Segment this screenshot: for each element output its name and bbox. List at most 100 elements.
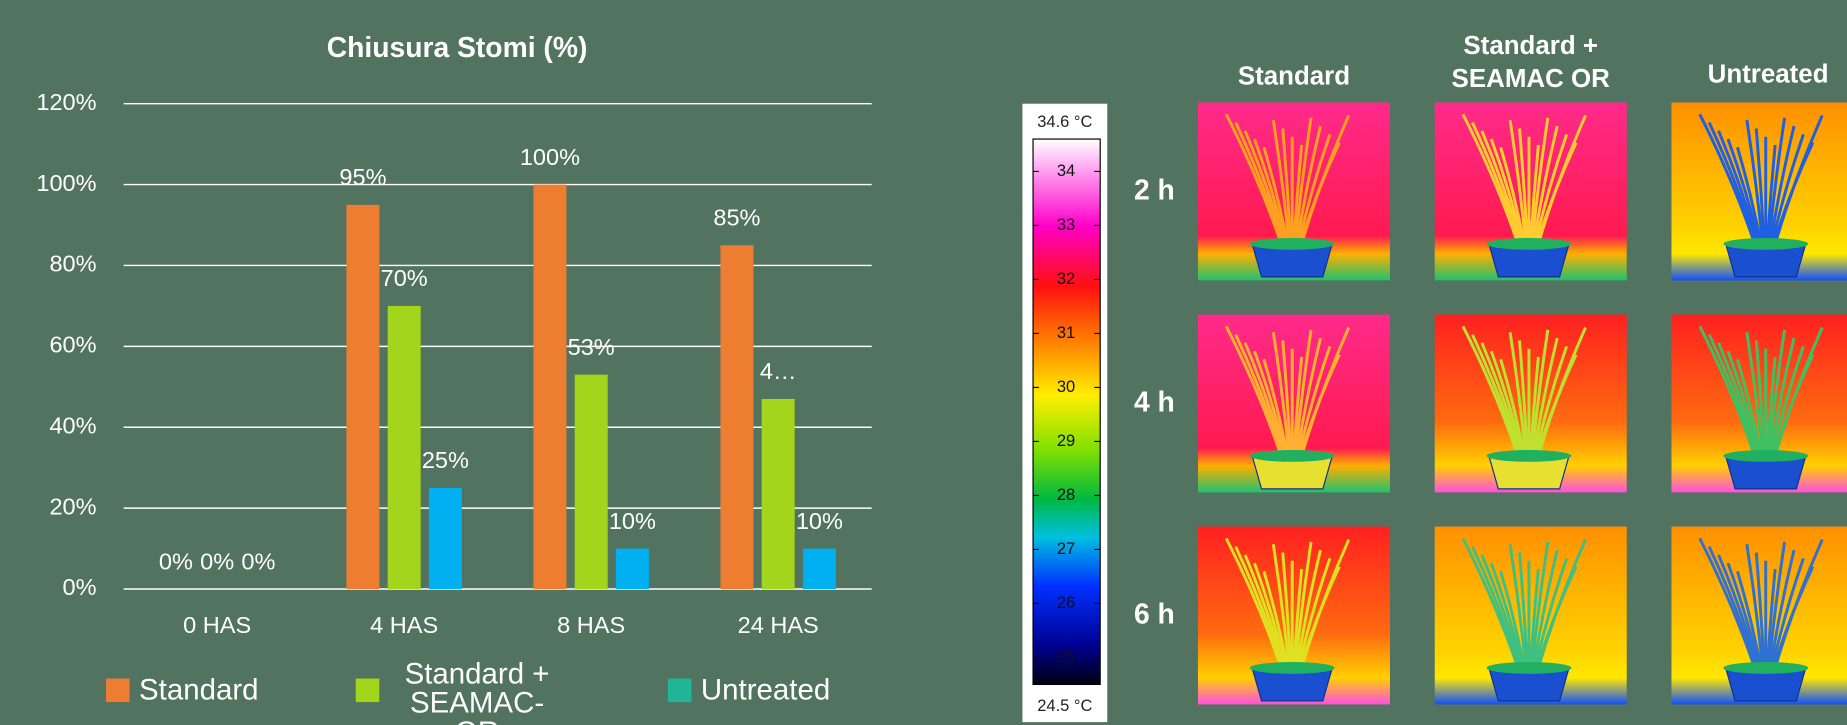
plant-leaf [1292,356,1304,457]
plant-leaf [1480,342,1523,457]
pot-rim [1723,450,1809,462]
plant-leaf [1532,549,1559,669]
bar-chart: Chiusura Stomi (%) 0% 20% 40% 60% 80% 100% 120… [36,31,872,725]
plant-leaf [1745,544,1765,669]
plant-leaf [1736,358,1763,457]
plant-leaf [1533,133,1569,245]
plant-leaf [1461,325,1520,457]
pot-rim [1486,237,1572,250]
value-label: 4… [760,358,797,384]
plant-leaf [1707,121,1758,245]
plant-leaf [1532,125,1559,245]
row-label: 6 h [1134,598,1175,630]
plant-leaf [1536,538,1587,669]
plant-leaf [1529,356,1540,457]
y-tick-label: 40% [49,412,96,438]
pot-rim [1486,662,1572,674]
y-tick-label: 0% [63,574,97,600]
plant-leaf [1773,326,1824,457]
legend-label: Untreated [700,673,831,707]
bar [533,184,567,590]
plant-leaf [1243,554,1286,669]
plant-leaf [1768,125,1796,245]
plant-leaf [1271,119,1291,245]
plant-leaf [1461,113,1520,245]
plant-leaf [1471,545,1521,669]
plant-leaf [1770,557,1805,669]
plant-leaf [1234,121,1285,245]
plant-leaf [1530,117,1550,245]
value-label: 0% [241,548,275,574]
bar [428,487,462,590]
plant-leaf [1518,552,1529,669]
legend-swatch [667,678,692,703]
plant-leaf [1281,340,1293,456]
plant-leaf [1489,138,1525,245]
column-header-line: Standard + [1463,32,1598,60]
value-label: 0% [200,548,234,574]
plant-leaf [1770,133,1805,245]
scale-tick-label: 27 [1057,540,1075,558]
plant-leaf [1234,545,1285,669]
plant-leaf [1717,554,1760,669]
scale-tick-label: 28 [1057,486,1075,504]
pot-rim [1486,450,1572,462]
plant-leaf [1530,329,1550,457]
x-tick-label: 8 HAS [557,612,625,638]
plant-leaf [1767,541,1787,669]
plant-leaf [1773,538,1824,669]
plant-leaf [1768,337,1796,457]
plant-leaf [1461,537,1520,669]
plant-leaf [1262,358,1289,457]
scale-tick-label: 26 [1057,594,1075,612]
plant-leaf [1768,549,1796,669]
legend-entry: Standard + SEAMAC-OR [405,659,550,725]
plant-leaf [1765,144,1777,244]
column-header: Untreated [1708,60,1829,88]
plant-leaf [1536,114,1587,245]
plant-leaf [1471,121,1521,245]
plant-leaf [1765,568,1777,669]
value-label: 10% [609,508,656,534]
plant-leaf [1707,545,1758,669]
plant-leaf [1300,326,1351,457]
plant-leaf [1508,332,1528,457]
value-label: 85% [713,205,760,231]
pot-rim [1723,662,1809,674]
plant-leaf [1300,538,1351,669]
plant-leaf [1480,554,1523,669]
plant-leaf [1295,337,1322,457]
plant-leaf [1726,562,1761,669]
plant-leaf [1297,133,1332,245]
plant-leaf [1295,549,1322,669]
plant-leaf [1281,128,1293,244]
plant-leaf [1243,130,1286,245]
scale-tick-label: 34 [1057,162,1075,180]
plant-leaf [1717,130,1760,245]
thermal-panel: 34.6 °C 24.5 °C 25 26 27 28 29 30 31 32 33 34 Stan… [1022,32,1847,723]
pot-rim [1249,237,1335,250]
row-label: 2 h [1134,174,1175,206]
x-tick-label: 24 HAS [738,612,819,638]
plant-leaf [1536,326,1587,457]
plant-leaf [1754,552,1766,669]
plant-leaf [1297,345,1332,457]
plant-leaf [1293,117,1313,245]
plant-leaf [1726,138,1761,245]
plant-leaf [1471,333,1521,457]
plant-leaf [1489,562,1525,669]
plant-leaf [1262,570,1289,669]
plant-leaf [1707,333,1758,457]
plant-leaf [1293,329,1313,457]
plant-leaf [1754,340,1766,456]
scale-tick-label: 30 [1057,378,1075,396]
plant-leaf [1262,146,1289,245]
plant-leaf [1253,562,1288,669]
scale-tick-label: 32 [1057,270,1075,288]
column-header-line: SEAMAC OR [1452,65,1611,93]
scale-tick-label: 25 [1057,648,1075,666]
plant-leaf [1499,358,1526,457]
plant-leaf [1480,130,1523,245]
